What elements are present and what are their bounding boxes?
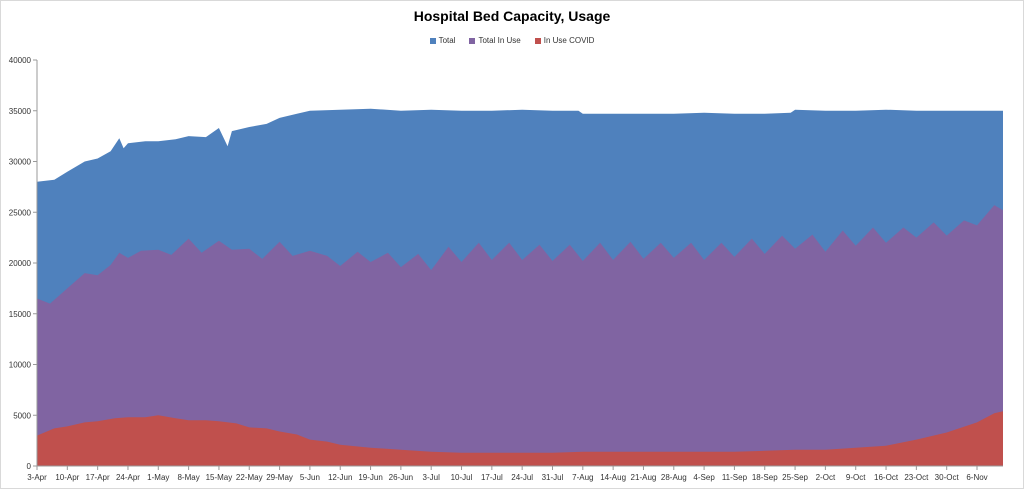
x-tick-label-28: 16-Oct — [874, 473, 899, 482]
x-tick-label-1: 10-Apr — [55, 473, 79, 482]
x-tick-label-21: 28-Aug — [661, 473, 687, 482]
x-tick-label-5: 8-May — [177, 473, 199, 482]
area-series-in-use-covid — [37, 411, 1003, 466]
x-tick-label-13: 3-Jul — [423, 473, 441, 482]
y-tick-label-1: 5000 — [13, 411, 31, 420]
x-tick-label-16: 24-Jul — [511, 473, 533, 482]
x-tick-label-26: 2-Oct — [816, 473, 836, 482]
x-tick-label-8: 29-May — [266, 473, 293, 482]
chart-legend: Total Total In Use In Use COVID — [0, 36, 1024, 45]
legend-swatch-in-use-covid — [534, 37, 541, 44]
x-tick-label-4: 1-May — [147, 473, 169, 482]
legend-label-total-in-use: Total In Use — [478, 36, 521, 45]
legend-item-total: Total — [429, 36, 456, 45]
x-tick-label-0: 3-Apr — [27, 473, 47, 482]
y-tick-label-0: 0 — [27, 462, 32, 471]
legend-item-total-in-use: Total In Use — [469, 36, 521, 45]
x-tick-label-12: 26-Jun — [389, 473, 413, 482]
chart-title: Hospital Bed Capacity, Usage — [413, 8, 611, 24]
x-tick-label-23: 11-Sep — [722, 473, 748, 482]
x-tick-label-15: 17-Jul — [481, 473, 503, 482]
x-tick-label-9: 5-Jun — [300, 473, 320, 482]
y-tick-label-5: 25000 — [9, 208, 32, 217]
y-tick-label-7: 35000 — [9, 107, 32, 116]
x-tick-label-18: 7-Aug — [572, 473, 593, 482]
legend-label-in-use-covid: In Use COVID — [543, 36, 595, 45]
x-tick-label-7: 22-May — [236, 473, 263, 482]
x-tick-label-31: 6-Nov — [966, 473, 987, 482]
x-tick-label-2: 17-Apr — [86, 473, 110, 482]
y-tick-label-3: 15000 — [9, 310, 32, 319]
legend-swatch-total-in-use — [469, 37, 476, 44]
x-tick-label-19: 14-Aug — [600, 473, 626, 482]
x-tick-label-27: 9-Oct — [846, 473, 866, 482]
legend-label-total: Total — [438, 36, 456, 45]
y-tick-label-6: 30000 — [9, 158, 32, 167]
x-tick-label-20: 21-Aug — [631, 473, 657, 482]
x-tick-label-11: 19-Jun — [358, 473, 382, 482]
x-tick-label-17: 31-Jul — [542, 473, 564, 482]
x-tick-label-24: 18-Sep — [752, 473, 778, 482]
x-tick-label-14: 10-Jul — [451, 473, 473, 482]
legend-item-in-use-covid: In Use COVID — [534, 36, 595, 45]
x-tick-label-25: 25-Sep — [782, 473, 808, 482]
legend-swatch-total — [429, 37, 436, 44]
x-tick-label-29: 23-Oct — [904, 473, 929, 482]
y-tick-label-8: 40000 — [9, 56, 32, 65]
x-tick-label-3: 24-Apr — [116, 473, 140, 482]
area-series-total-in-use — [37, 205, 1003, 466]
x-tick-label-10: 12-Jun — [328, 473, 352, 482]
x-tick-label-22: 4-Sep — [693, 473, 715, 482]
x-tick-label-6: 15-May — [206, 473, 233, 482]
y-tick-label-4: 20000 — [9, 259, 32, 268]
y-tick-label-2: 10000 — [9, 361, 32, 370]
x-tick-label-30: 30-Oct — [935, 473, 960, 482]
